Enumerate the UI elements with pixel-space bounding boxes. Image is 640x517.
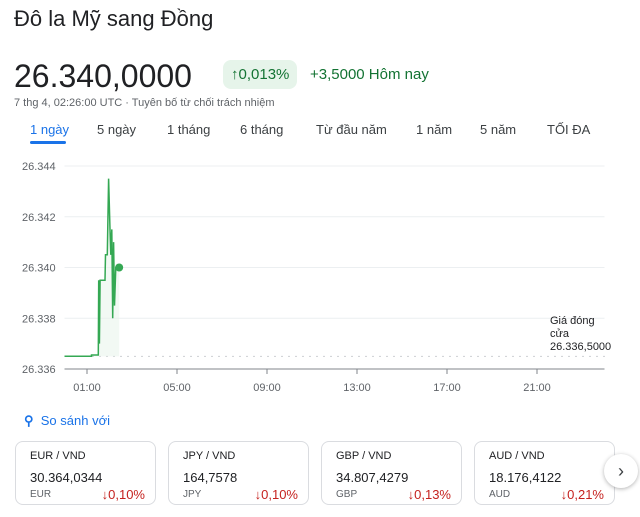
currency-card-eur[interactable]: EUR / VND 30.364,0344 EUR ↓0,10% — [15, 441, 156, 505]
card-pair: EUR / VND — [30, 450, 86, 462]
card-change: ↓0,13% — [407, 487, 451, 502]
x-tick-label: 13:00 — [343, 382, 371, 394]
card-value: 30.364,0344 — [30, 470, 103, 485]
tab-6-months[interactable]: 6 tháng — [240, 122, 284, 137]
card-change: ↓0,21% — [560, 487, 604, 502]
arrow-up-icon: ↑ — [231, 66, 239, 83]
arrow-down-icon: ↓ — [407, 487, 415, 502]
tab-ytd[interactable]: Từ đầu năm — [316, 122, 387, 137]
arrow-down-icon: ↓ — [560, 487, 568, 502]
x-tick-label: 09:00 — [253, 382, 281, 394]
tab-max[interactable]: TỐI ĐA — [547, 122, 591, 137]
tab-5-days[interactable]: 5 ngày — [97, 122, 137, 137]
currency-card-jpy[interactable]: JPY / VND 164,7578 JPY ↓0,10% — [168, 441, 309, 505]
card-currency: AUD — [489, 489, 511, 500]
search-icon: ⚲ — [24, 413, 34, 428]
card-pair: AUD / VND — [489, 450, 545, 462]
active-tab-indicator — [30, 141, 66, 144]
tab-1-month[interactable]: 1 tháng — [167, 122, 211, 137]
card-currency: JPY — [183, 489, 202, 500]
card-pair: GBP / VND — [336, 450, 392, 462]
card-change: ↓0,10% — [254, 487, 298, 502]
card-currency: EUR — [30, 489, 52, 500]
card-change: ↓0,10% — [101, 487, 145, 502]
arrow-down-icon: ↓ — [101, 487, 109, 502]
tab-5-years[interactable]: 5 năm — [480, 122, 517, 137]
chevron-right-icon: › — [618, 461, 624, 481]
y-tick-label: 26.344 — [22, 161, 56, 173]
currency-card-gbp[interactable]: GBP / VND 34.807,4279 GBP ↓0,13% — [321, 441, 462, 505]
y-tick-label: 26.338 — [22, 313, 56, 325]
previous-close-label: cửa — [550, 328, 570, 340]
price-chart[interactable]: 26.344 26.342 26.340 26.338 26.336 01:00 05:00… — [0, 150, 640, 400]
current-point-marker — [115, 263, 124, 272]
current-price: 26.340,0000 — [14, 58, 192, 94]
price-area — [64, 178, 120, 357]
card-value: 18.176,4122 — [489, 470, 562, 485]
timestamp-disclaimer[interactable]: 7 thg 4, 02:26:00 UTC · Tuyên bố từ chối… — [14, 97, 275, 109]
change-percent-badge: ↑0,013% — [223, 60, 298, 89]
tab-1-year[interactable]: 1 năm — [416, 122, 453, 137]
arrow-down-icon: ↓ — [254, 487, 262, 502]
compare-button[interactable]: ⚲ So sánh với — [24, 413, 110, 428]
card-pair: JPY / VND — [183, 450, 236, 462]
card-value: 164,7578 — [183, 470, 238, 485]
tab-1-day[interactable]: 1 ngày — [30, 122, 70, 137]
change-absolute: +3,5000 Hôm nay — [310, 66, 429, 83]
currency-card-aud[interactable]: AUD / VND 18.176,4122 AUD ↓0,21% — [474, 441, 615, 505]
x-tick-label: 21:00 — [523, 382, 551, 394]
card-currency: GBP — [336, 489, 358, 500]
card-value: 34.807,4279 — [336, 470, 409, 485]
previous-close-label: Giá đóng — [550, 315, 595, 327]
y-tick-label: 26.342 — [22, 212, 56, 224]
next-cards-button[interactable]: › — [604, 454, 638, 488]
y-tick-label: 26.340 — [22, 263, 56, 275]
page-title: Đô la Mỹ sang Đồng — [14, 6, 214, 31]
y-tick-label: 26.336 — [22, 364, 56, 376]
x-tick-label: 17:00 — [433, 382, 461, 394]
x-tick-label: 05:00 — [163, 382, 191, 394]
x-tick-label: 01:00 — [73, 382, 101, 394]
price-line — [64, 178, 120, 358]
previous-close-value: 26.336,5000 — [550, 341, 611, 353]
